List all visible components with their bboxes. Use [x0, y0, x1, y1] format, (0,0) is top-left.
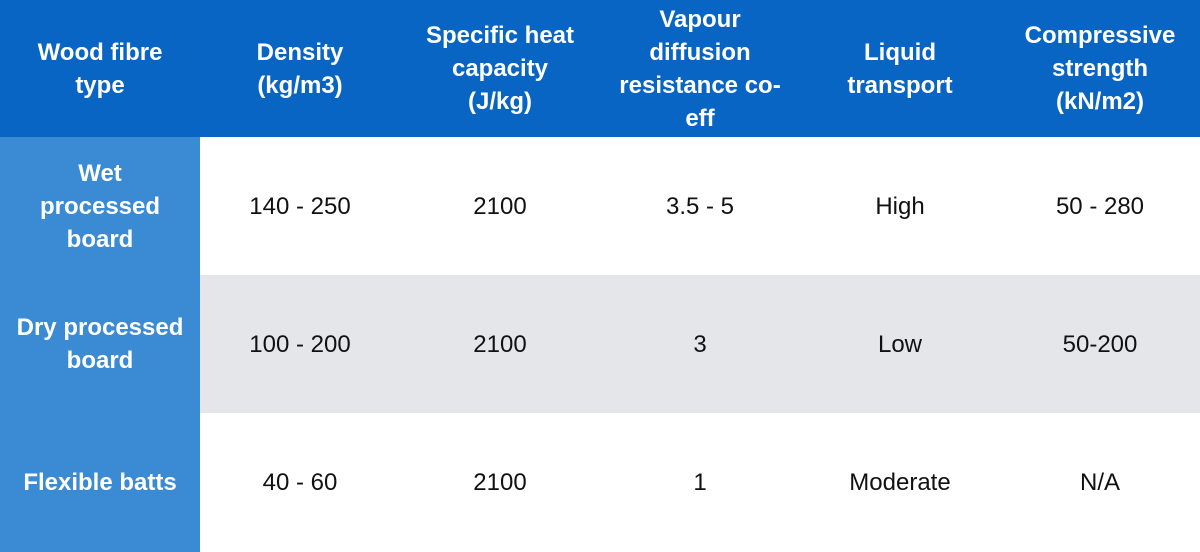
table-cell: N/A	[1000, 413, 1200, 552]
row-header: Flexible batts	[0, 413, 200, 552]
table-cell: 100 - 200	[200, 275, 400, 413]
column-header: Density (kg/m3)	[200, 0, 400, 137]
table-cell: 3	[600, 275, 800, 413]
table-cell: 3.5 - 5	[600, 137, 800, 275]
column-header: Specific heat capacity (J/kg)	[400, 0, 600, 137]
row-header: Wet processed board	[0, 137, 200, 275]
table-cell: 50 - 280	[1000, 137, 1200, 275]
table-cell: 1	[600, 413, 800, 552]
table-cell: 40 - 60	[200, 413, 400, 552]
column-header: Vapour diffusion resistance co- eff	[600, 0, 800, 137]
table-cell: Moderate	[800, 413, 1000, 552]
table-cell: 140 - 250	[200, 137, 400, 275]
table-cell: High	[800, 137, 1000, 275]
table-cell: Low	[800, 275, 1000, 413]
table-cell: 2100	[400, 413, 600, 552]
row-header: Dry processed board	[0, 275, 200, 413]
table-cell: 2100	[400, 137, 600, 275]
column-header: Compressive strength (kN/m2)	[1000, 0, 1200, 137]
column-header: Liquid transport	[800, 0, 1000, 137]
table-cell: 50-200	[1000, 275, 1200, 413]
column-header: Wood fibre type	[0, 0, 200, 137]
table-cell: 2100	[400, 275, 600, 413]
